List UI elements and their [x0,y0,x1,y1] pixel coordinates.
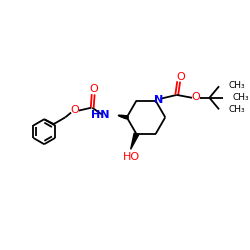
Text: O: O [176,72,185,82]
Text: HN: HN [91,110,110,120]
Text: N: N [154,95,163,105]
Text: O: O [70,105,79,115]
Text: CH₃: CH₃ [229,81,245,90]
Text: CH₃: CH₃ [232,93,249,102]
Polygon shape [131,133,139,149]
Text: HO: HO [123,152,140,162]
Text: O: O [192,92,200,102]
Text: CH₃: CH₃ [229,105,245,114]
Text: O: O [90,84,98,94]
